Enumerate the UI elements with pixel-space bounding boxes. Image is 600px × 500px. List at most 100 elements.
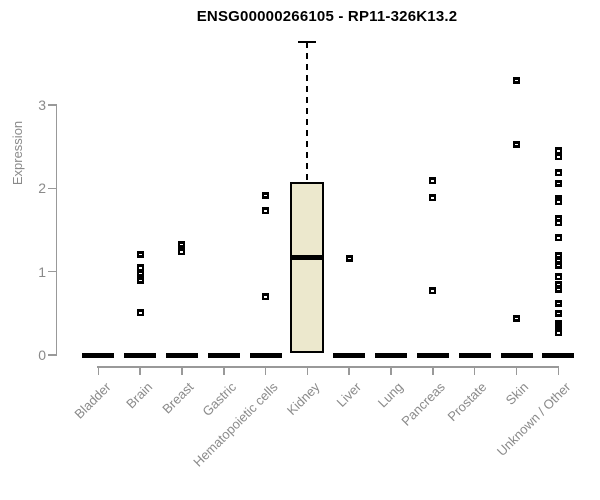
collapsed-box-median <box>375 352 408 358</box>
x-axis-tick <box>390 366 392 375</box>
outlier-point <box>429 177 437 185</box>
outlier-point-hole <box>556 276 560 278</box>
outlier-point <box>554 198 562 206</box>
x-tick-label: Bladder <box>70 379 114 422</box>
outlier-point-hole <box>556 156 560 158</box>
outlier-point-hole <box>138 279 142 281</box>
outlier-point-hole <box>264 296 268 298</box>
outlier-point <box>554 285 562 293</box>
outlier-point <box>554 309 562 317</box>
outlier-point <box>554 273 562 281</box>
x-tick-label: Brain <box>122 379 156 412</box>
outlier-point-hole <box>556 264 560 266</box>
x-tick-label: Hematopoietic cells <box>190 379 281 470</box>
outlier-point-hole <box>138 272 142 275</box>
outlier-point <box>262 293 270 301</box>
outlier-point-hole <box>515 79 518 81</box>
collapsed-box-median <box>416 352 449 358</box>
outlier-point <box>136 309 144 316</box>
outlier-point <box>554 256 562 264</box>
outlier-point-hole <box>431 180 435 182</box>
outlier-point-hole <box>515 317 518 320</box>
median-line <box>290 255 325 260</box>
box-rect <box>290 181 325 354</box>
outlier-point-hole <box>556 201 560 203</box>
x-tick-label: Lung <box>374 379 406 411</box>
outlier-point-hole <box>556 332 560 334</box>
x-tick-label: Prostate <box>444 379 490 425</box>
collapsed-box-median <box>333 352 366 358</box>
x-axis-tick <box>97 366 100 375</box>
outlier-point <box>513 140 520 148</box>
outlier-point-hole <box>556 288 560 291</box>
collapsed-box-median <box>458 352 491 358</box>
collapsed-box-median <box>82 352 115 358</box>
outlier-point-hole <box>180 251 184 253</box>
outlier-point-hole <box>556 237 560 239</box>
outlier-point-hole <box>515 143 518 146</box>
outlier-point <box>554 153 562 161</box>
x-axis-tick <box>515 366 518 375</box>
outlier-point-hole <box>556 217 560 220</box>
outlier-point <box>136 269 144 277</box>
outlier-point-hole <box>180 243 184 246</box>
collapsed-box-median <box>500 352 533 358</box>
outlier-point <box>554 251 562 259</box>
outlier-point-hole <box>431 197 435 199</box>
collapsed-box-median <box>542 352 575 358</box>
outlier-point <box>262 191 270 199</box>
x-tick-label: Liver <box>333 379 365 410</box>
outlier-point <box>345 254 353 262</box>
outlier-point <box>513 314 520 322</box>
x-axis-line <box>97 366 560 368</box>
y-tick-label: 0 <box>38 347 46 363</box>
outlier-point-hole <box>264 194 268 196</box>
outlier-point <box>136 250 144 258</box>
outlier-point <box>554 179 562 187</box>
x-tick-label: Kidney <box>283 379 323 419</box>
x-axis-tick <box>181 366 183 375</box>
outlier-point <box>554 147 562 155</box>
chart-title: ENSG00000266105 - RP11-326K13.2 <box>196 8 458 25</box>
outlier-point-hole <box>556 283 560 286</box>
outlier-point <box>554 219 562 226</box>
y-axis-tick <box>48 354 57 356</box>
y-axis-tick <box>48 104 57 106</box>
x-axis-tick <box>306 366 309 375</box>
collapsed-box-median <box>165 352 198 358</box>
x-tick-label: Skin <box>502 379 532 408</box>
outlier-point-hole <box>264 210 268 212</box>
outlier-point <box>429 194 437 201</box>
y-tick-label: 2 <box>38 180 46 197</box>
outlier-point-hole <box>138 312 142 314</box>
upper-whisker-cap <box>298 40 317 43</box>
outlier-point-hole <box>556 254 560 256</box>
x-tick-label: Gastric <box>198 379 239 420</box>
upper-whisker <box>306 41 309 182</box>
outlier-point-hole <box>556 259 560 261</box>
x-axis-tick <box>432 366 434 375</box>
x-axis-tick <box>264 366 267 375</box>
y-axis-tick <box>48 187 57 190</box>
outlier-point <box>554 214 562 222</box>
x-axis-tick <box>473 366 476 375</box>
outlier-point-hole <box>431 290 435 292</box>
outlier-point-hole <box>556 302 560 305</box>
x-tick-label: Breast <box>159 379 197 417</box>
outlier-point <box>554 234 562 241</box>
collapsed-box-median <box>207 352 240 358</box>
outlier-point-hole <box>556 172 560 174</box>
x-axis-tick <box>223 366 225 375</box>
collapsed-box-median <box>124 352 157 358</box>
outlier-point <box>554 280 562 288</box>
outlier-point <box>262 207 270 215</box>
outlier-point <box>554 261 562 269</box>
outlier-point <box>554 329 562 336</box>
y-tick-label: 3 <box>38 97 46 113</box>
outlier-point <box>178 248 186 256</box>
y-tick-label: 1 <box>38 263 46 280</box>
outlier-point <box>429 287 437 295</box>
outlier-point-hole <box>138 267 142 269</box>
outlier-point-hole <box>556 182 560 185</box>
